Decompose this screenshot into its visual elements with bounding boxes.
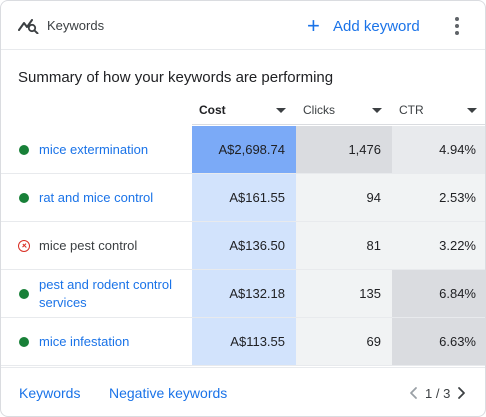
cost-cell: A$132.18 [192,270,296,317]
ctr-cell: 6.84% [392,270,485,317]
ctr-cell: 6.63% [392,318,485,365]
clicks-cell: 81 [296,222,392,269]
cost-cell: A$2,698.74 [192,126,296,173]
ctr-cell: 3.22% [392,222,485,269]
table-row: rat and mice control A$161.55 94 2.53% [1,174,485,222]
table-row: pest and rodent control services A$132.18… [1,270,485,318]
table-row: mice extermination A$2,698.74 1,476 4.94% [1,126,485,174]
clicks-cell: 94 [296,174,392,221]
cost-cell: A$113.55 [192,318,296,365]
negative-keywords-link[interactable]: Negative keywords [109,385,228,401]
cost-cell: A$161.55 [192,174,296,221]
clicks-cell: 69 [296,318,392,365]
card-title: Keywords [47,18,105,33]
table-row: mice infestation A$113.55 69 6.63% [1,318,485,366]
keyword-text[interactable]: mice infestation [39,334,130,349]
summary-heading: Summary of how your keywords are perform… [18,69,334,86]
column-label-clicks: Clicks [303,103,335,117]
plus-icon: + [307,13,320,38]
status-enabled-icon [19,145,29,155]
add-keyword-label: Add keyword [333,17,420,35]
status-enabled-icon [19,193,29,203]
keyword-text[interactable]: rat and mice control [39,190,154,205]
page-indicator: 1 / 3 [425,385,451,401]
column-header-cost[interactable]: Cost [192,97,296,125]
card-footer: Keywords Negative keywords 1 / 3 [1,367,485,416]
column-label-cost: Cost [199,103,226,117]
clicks-cell: 135 [296,270,392,317]
chevron-right-icon[interactable] [453,385,469,401]
ctr-cell: 2.53% [392,174,485,221]
pagination: 1 / 3 [406,385,469,401]
chevron-left-icon[interactable] [406,385,422,401]
keyword-text[interactable]: mice extermination [39,142,149,157]
keywords-link[interactable]: Keywords [19,385,81,401]
keyword-text: mice pest control [39,238,138,253]
clicks-cell: 1,476 [296,126,392,173]
card-header: Keywords + Add keyword [1,1,485,50]
ctr-cell: 4.94% [392,126,485,173]
status-enabled-icon [19,337,29,347]
column-header-clicks[interactable]: Clicks [296,97,392,125]
keyword-text[interactable]: pest and rodent control services [39,277,172,310]
keywords-icon [18,19,39,34]
more-vert-icon[interactable] [451,16,463,36]
add-keyword-button[interactable]: + Add keyword [307,15,420,37]
column-header-ctr[interactable]: CTR [392,97,485,125]
sort-dropdown-icon [372,108,382,113]
cost-cell: A$136.50 [192,222,296,269]
status-not-eligible-icon [18,240,30,252]
sort-dropdown-icon [276,108,286,113]
status-enabled-icon [19,289,29,299]
table-row: mice pest control A$136.50 81 3.22% [1,222,485,270]
column-label-ctr: CTR [399,103,424,117]
sort-dropdown-icon [467,108,477,113]
